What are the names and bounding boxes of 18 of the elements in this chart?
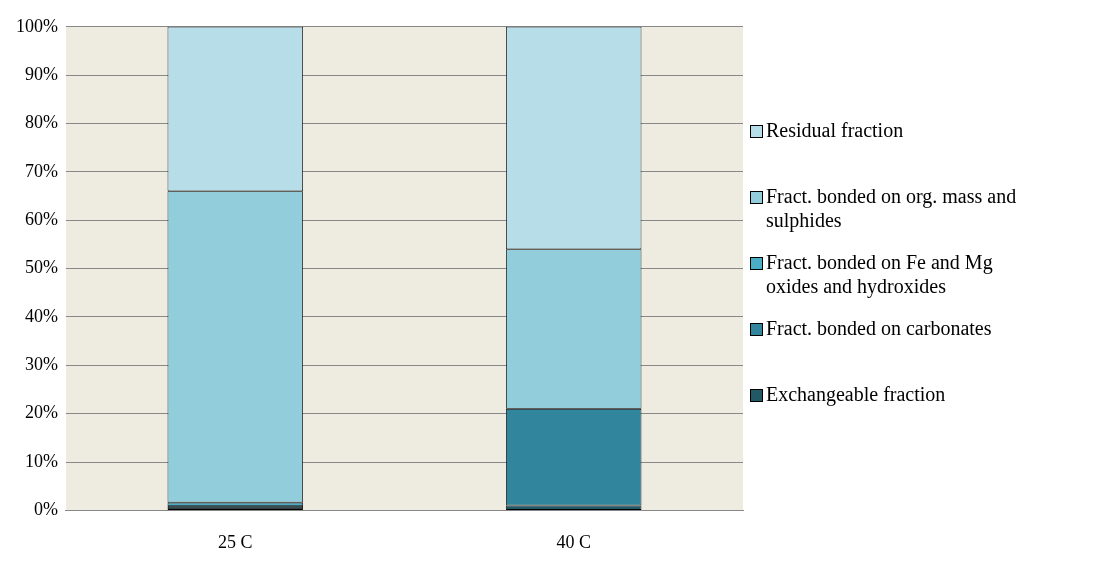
y-tick-label: 20% (24, 402, 58, 423)
x-tick-label: 25 C (217, 531, 253, 552)
y-tick-label: 10% (24, 450, 58, 471)
y-tick-label: 60% (24, 208, 58, 229)
x-tick-label: 40 C (556, 531, 592, 552)
y-tick-label: 30% (24, 354, 58, 375)
y-tick-label: 100% (15, 15, 58, 36)
legend-label: Fract. bonded on carbonates (766, 316, 993, 340)
y-tick-label: 80% (24, 112, 58, 133)
legend-label: Fract. bonded on org. mass and sulphides (766, 184, 1018, 232)
legend-label: Fract. bonded on Fe and Mg oxides and hydroxides (766, 250, 994, 298)
y-tick-label: 90% (24, 63, 58, 84)
y-tick-label: 70% (24, 160, 58, 181)
y-tick-label: 40% (24, 305, 58, 326)
y-tick-label: 50% (24, 257, 58, 278)
legend-label: Exchangeable fraction (766, 382, 947, 406)
legend-label: Residual fraction (766, 118, 905, 142)
y-tick-label: 0% (33, 499, 58, 520)
